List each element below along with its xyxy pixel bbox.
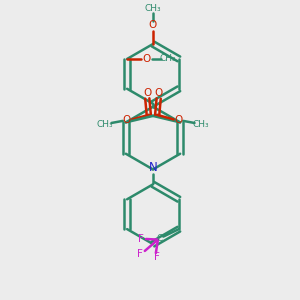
Text: O: O bbox=[148, 20, 156, 31]
Text: O: O bbox=[143, 88, 152, 98]
Text: CH₃: CH₃ bbox=[97, 120, 113, 129]
Text: CH₃: CH₃ bbox=[145, 4, 161, 13]
Text: F: F bbox=[137, 249, 143, 259]
Text: O: O bbox=[175, 115, 183, 125]
Text: O: O bbox=[154, 88, 163, 98]
Text: C: C bbox=[157, 234, 163, 243]
Text: F: F bbox=[138, 234, 144, 244]
Text: CH₃: CH₃ bbox=[193, 120, 209, 129]
Text: O: O bbox=[123, 115, 131, 125]
Text: O: O bbox=[142, 54, 151, 64]
Text: CH₃: CH₃ bbox=[159, 54, 176, 63]
Text: N: N bbox=[148, 161, 158, 174]
Text: F: F bbox=[154, 253, 160, 262]
